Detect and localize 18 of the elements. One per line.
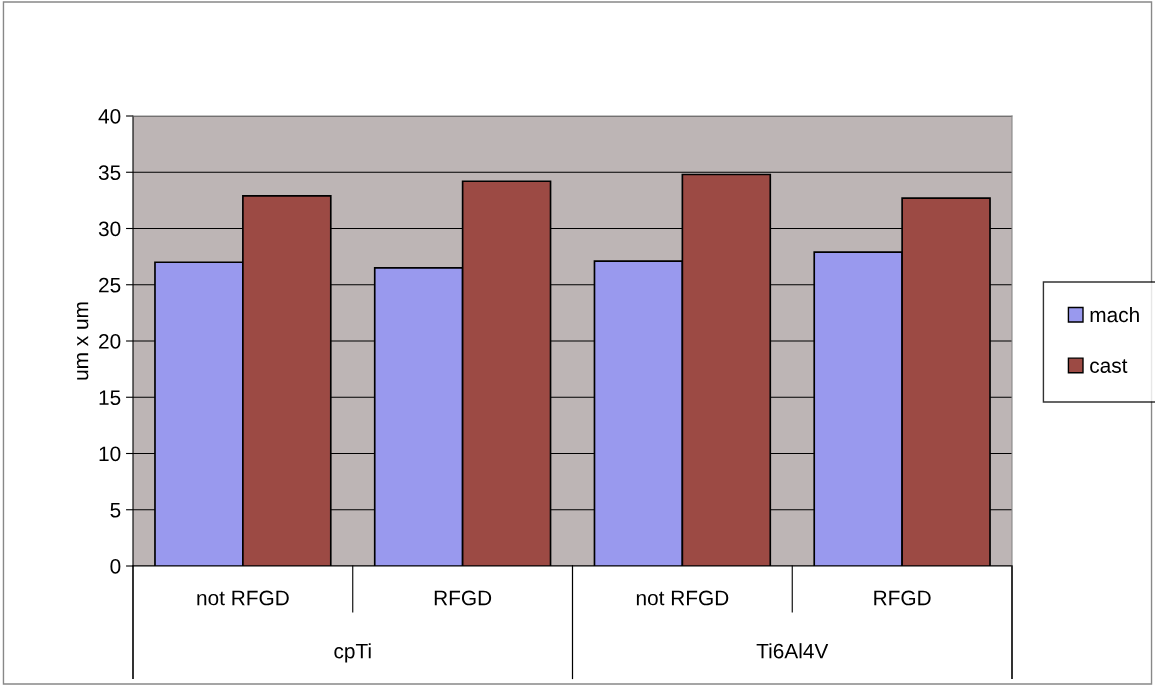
- x-tick-label: not RFGD: [197, 590, 289, 606]
- y-tick-label: 10: [99, 446, 121, 462]
- legend-label: mach: [1090, 306, 1139, 323]
- text: Ti6Al4V: [756, 643, 829, 659]
- y-tick-label: 35: [98, 165, 121, 180]
- y-tick-label: 0: [110, 559, 121, 574]
- y-axis-title: um x um: [76, 302, 89, 380]
- x-tick-label: RFGD: [434, 590, 492, 606]
- x-tick-label: not RFGD: [636, 590, 729, 606]
- y-tick-label: 30: [98, 221, 121, 237]
- y-tick-label: 25: [99, 277, 121, 293]
- legend-label: cast: [1090, 359, 1128, 373]
- y-tick-label: 15: [99, 390, 121, 405]
- y-tick-label: 20: [99, 334, 121, 349]
- x-tick-label: RFGD: [874, 590, 931, 606]
- y-tick-label: 40: [98, 109, 121, 124]
- y-tick-label: 5: [110, 502, 121, 518]
- text: cpTi: [334, 643, 371, 663]
